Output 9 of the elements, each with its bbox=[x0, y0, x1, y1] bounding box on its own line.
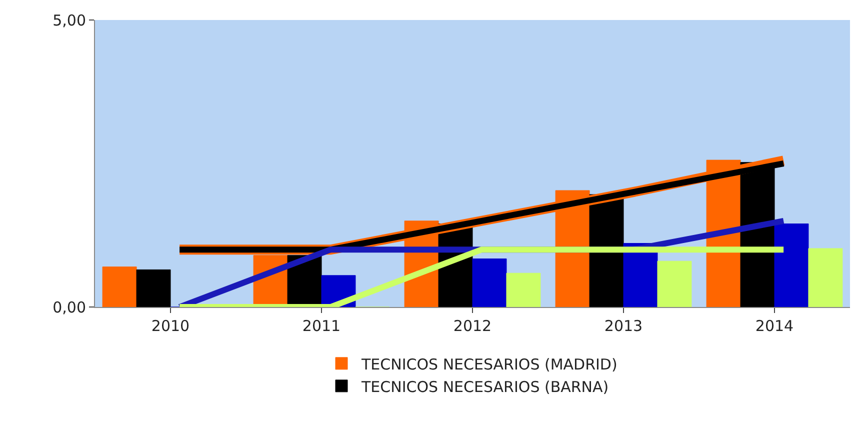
x-tick-label: 2014 bbox=[755, 317, 794, 335]
y-tick-label: 5,00 bbox=[52, 11, 86, 30]
x-tick-label: 2011 bbox=[302, 317, 341, 335]
x-tick-label: 2012 bbox=[453, 317, 492, 335]
legend-label: TECNICOS NECESARIOS (BARNA) bbox=[360, 378, 609, 396]
y-tick-label: 0,00 bbox=[52, 298, 86, 316]
x-tick-label: 2013 bbox=[604, 317, 643, 335]
x-tick-label: 2010 bbox=[151, 317, 190, 335]
legend-label: TECNICOS NECESARIOS (MADRID) bbox=[360, 355, 618, 374]
